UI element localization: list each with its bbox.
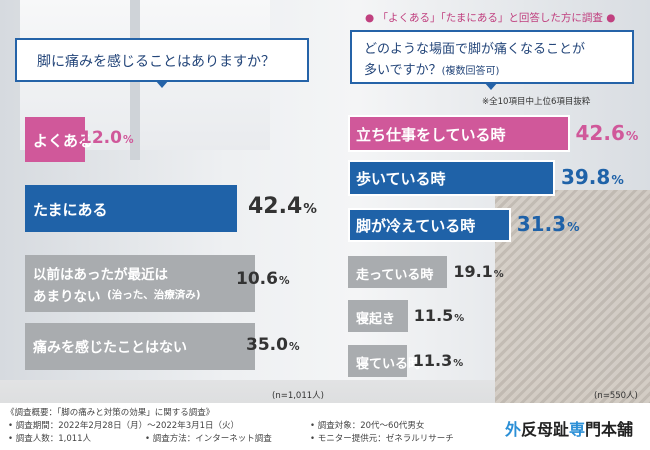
brand-part3: 専 <box>569 420 586 439</box>
footer-target: • 調査対象：20代〜60代男女 <box>310 421 425 431</box>
left-label-2-line1: 以前はあったが最近は <box>33 267 168 283</box>
right-question-suffix: (複数回答可) <box>441 66 500 77</box>
left-label-0: よくある <box>33 131 94 150</box>
left-value-0: 12.0% <box>80 128 134 148</box>
brand-logo: 外反母趾専門本舗 <box>505 416 633 440</box>
left-bar-2 <box>25 255 255 312</box>
footer-people: • 調査人数：1,011人 <box>8 434 92 444</box>
right-value-0-number: 42.6 <box>575 120 625 145</box>
brand-part2: 反母趾 <box>521 420 570 439</box>
survey-tag-dot-right: ● <box>602 12 616 24</box>
left-label-2-line2: あまりない <box>33 289 101 305</box>
right-value-0: 42.6% <box>576 121 639 145</box>
right-question-box: どのような場面で脚が痛くなることが 多いですか？(複数回答可) <box>350 30 634 90</box>
left-question-text: 脚に痛みを感じることはありますか？ <box>37 54 275 70</box>
left-value-3: 35.0% <box>246 335 300 355</box>
right-label-2: 脚が冷えている時 <box>356 217 476 236</box>
right-n-label: (n=550人) <box>594 391 638 401</box>
left-value-0-number: 12.0 <box>80 128 122 149</box>
left-value-2: 10.6% <box>236 269 290 289</box>
left-value-3-unit: % <box>288 341 300 354</box>
right-question-line1: どのような場面で脚が痛くなることが <box>364 42 586 57</box>
left-value-1: 42.4% <box>248 194 317 219</box>
brand-part1: 外 <box>505 420 522 439</box>
survey-tag-dot-left: ● <box>365 12 378 24</box>
right-label-5: 寝ている時 <box>356 356 422 372</box>
right-value-3-unit: % <box>493 268 504 280</box>
right-bar-2 <box>348 208 511 242</box>
left-value-2-number: 10.6 <box>236 269 278 289</box>
left-bar-0 <box>25 117 85 162</box>
right-value-1-number: 39.8 <box>560 165 611 189</box>
left-value-3-number: 35.0 <box>246 335 288 356</box>
right-value-5-unit: % <box>453 357 464 369</box>
right-label-3: 走っている時 <box>356 267 434 283</box>
right-bar-3 <box>348 256 448 288</box>
left-label-1: たまにある <box>33 200 108 219</box>
right-value-0-unit: % <box>625 127 639 143</box>
right-value-4: 11.5% <box>414 306 464 325</box>
survey-tag-text: 「よくある」「たまにある」と回答した方に調査 <box>377 12 603 24</box>
top-note: ※全10項目中上位6項目抜粋 <box>482 97 591 107</box>
right-value-2-number: 31.3 <box>516 212 567 236</box>
left-bar-1 <box>25 185 237 232</box>
left-value-0-unit: % <box>122 134 134 147</box>
footer-method: • 調査方法：インターネット調査 <box>145 434 272 444</box>
brand-part4: 門本舗 <box>585 420 634 439</box>
left-question-box: 脚に痛みを感じることはありますか？ <box>15 38 309 88</box>
left-label-2-line2b: (治った、治療済み) <box>107 289 201 301</box>
right-label-1: 歩いている時 <box>356 170 446 189</box>
right-question-line2: 多いですか？ <box>364 63 442 78</box>
right-value-2: 31.3% <box>517 212 580 236</box>
right-value-5: 11.3% <box>413 351 463 370</box>
left-n-label: (n=1,011人) <box>272 391 324 401</box>
right-value-1-unit: % <box>611 172 624 187</box>
footer-overview: 《調査概要：「脚の痛みと対策の効果」に関する調査》 <box>6 408 215 418</box>
footer-provider: • モニター提供元：ゼネラルリサーチ <box>310 434 454 444</box>
left-bar-3 <box>25 323 255 370</box>
right-label-0: 立ち仕事をしている時 <box>356 125 506 144</box>
right-value-5-number: 11.3 <box>412 350 453 370</box>
right-value-3-number: 19.1 <box>453 261 493 281</box>
left-value-2-unit: % <box>278 275 290 287</box>
left-label-3: 痛みを感じたことはない <box>33 340 187 357</box>
right-bar-4 <box>348 300 408 332</box>
right-bar-5 <box>348 345 407 377</box>
right-value-1: 39.8% <box>561 165 624 189</box>
footer: 《調査概要：「脚の痛みと対策の効果」に関する調査》 • 調査期間：2022年2月… <box>0 403 650 450</box>
right-value-2-unit: % <box>567 219 580 234</box>
right-value-4-number: 11.5 <box>413 305 454 325</box>
left-value-1-number: 42.4 <box>248 194 303 220</box>
footer-period: • 調査期間：2022年2月28日（月）〜2022年3月1日（火） <box>8 421 240 431</box>
right-value-3: 19.1% <box>453 262 503 281</box>
right-label-4: 寝起き <box>356 311 396 327</box>
survey-tag: ● 「よくある」「たまにある」と回答した方に調査 ● <box>365 10 615 25</box>
right-value-4-unit: % <box>454 312 465 324</box>
right-bar-0 <box>348 115 570 152</box>
right-bar-1 <box>348 160 555 196</box>
left-value-1-unit: % <box>303 201 317 218</box>
